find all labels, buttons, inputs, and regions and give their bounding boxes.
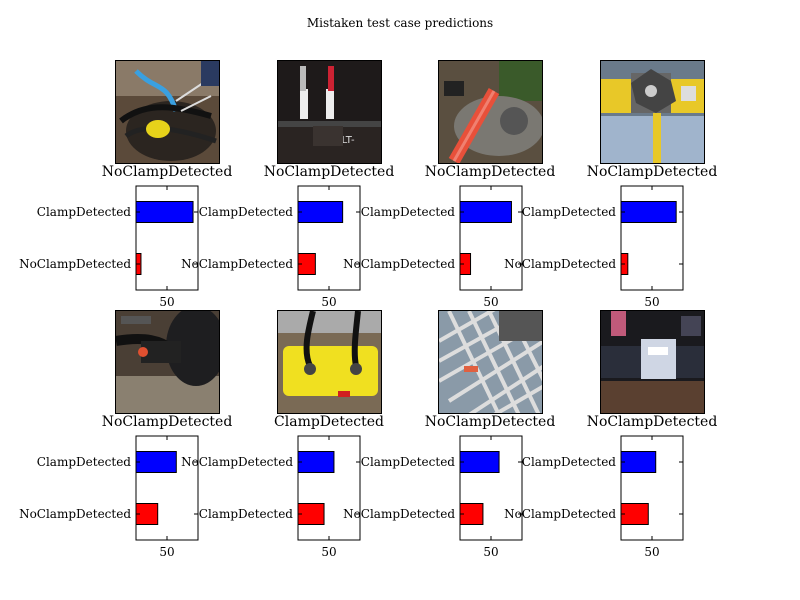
xtick-label-3: 50 <box>483 295 498 309</box>
photo-label-7: NoClampDetected <box>424 414 556 430</box>
bar-1-1 <box>135 201 194 223</box>
ytick-label-1-2: NoClampDetected <box>19 257 131 271</box>
figure-title: Mistaken test case predictions <box>306 16 494 30</box>
xtick-label-7: 50 <box>483 545 498 559</box>
photo-3 <box>438 60 543 164</box>
bar-2-1 <box>297 201 344 223</box>
bar-8-2 <box>620 503 649 525</box>
ytick-label-5-2: NoClampDetected <box>19 507 131 521</box>
xtick-label-1: 50 <box>159 295 174 309</box>
bar-7-1 <box>459 451 500 473</box>
photo-label-4: NoClampDetected <box>586 164 718 180</box>
ytick-label-2-2: NoClampDetected <box>181 257 293 271</box>
ytick-label-5-1: ClampDetected <box>37 455 132 469</box>
photo-label-2: NoClampDetected <box>263 164 395 180</box>
xtick-label-6: 50 <box>321 545 336 559</box>
ytick-label-7-1: ClampDetected <box>361 455 456 469</box>
photo-6 <box>277 310 382 414</box>
bar-3-1 <box>459 201 512 223</box>
ytick-label-3-2: NoClampDetected <box>343 257 455 271</box>
photo-7 <box>438 310 543 414</box>
ytick-label-6-1: NoClampDetected <box>181 455 293 469</box>
ytick-label-8-1: ClampDetected <box>522 455 617 469</box>
xtick-label-4: 50 <box>644 295 659 309</box>
photo-8 <box>600 310 705 414</box>
photo-2: -LT- <box>277 60 382 164</box>
photo-5 <box>115 310 220 414</box>
svg-text:-LT-: -LT- <box>338 135 355 146</box>
photo-label-5: NoClampDetected <box>101 414 233 430</box>
ytick-label-7-2: NoClampDetected <box>343 507 455 521</box>
ytick-label-6-2: ClampDetected <box>199 507 294 521</box>
ytick-label-3-1: ClampDetected <box>361 205 456 219</box>
ytick-label-4-2: NoClampDetected <box>504 257 616 271</box>
photo-label-8: NoClampDetected <box>586 414 718 430</box>
xtick-label-2: 50 <box>321 295 336 309</box>
bar-4-1 <box>620 201 677 223</box>
bar-5-1 <box>135 451 177 473</box>
ytick-label-4-1: ClampDetected <box>522 205 617 219</box>
photo-label-6: ClampDetected <box>274 414 384 430</box>
photo-label-1: NoClampDetected <box>101 164 233 180</box>
ytick-label-2-1: ClampDetected <box>199 205 294 219</box>
photo-1 <box>115 60 220 164</box>
xtick-label-5: 50 <box>159 545 174 559</box>
photo-4 <box>600 60 705 164</box>
ytick-label-8-2: NoClampDetected <box>504 507 616 521</box>
bar-6-1 <box>297 451 335 473</box>
ytick-label-1-1: ClampDetected <box>37 205 132 219</box>
photo-label-3: NoClampDetected <box>424 164 556 180</box>
bar-8-1 <box>620 451 657 473</box>
xtick-label-8: 50 <box>644 545 659 559</box>
